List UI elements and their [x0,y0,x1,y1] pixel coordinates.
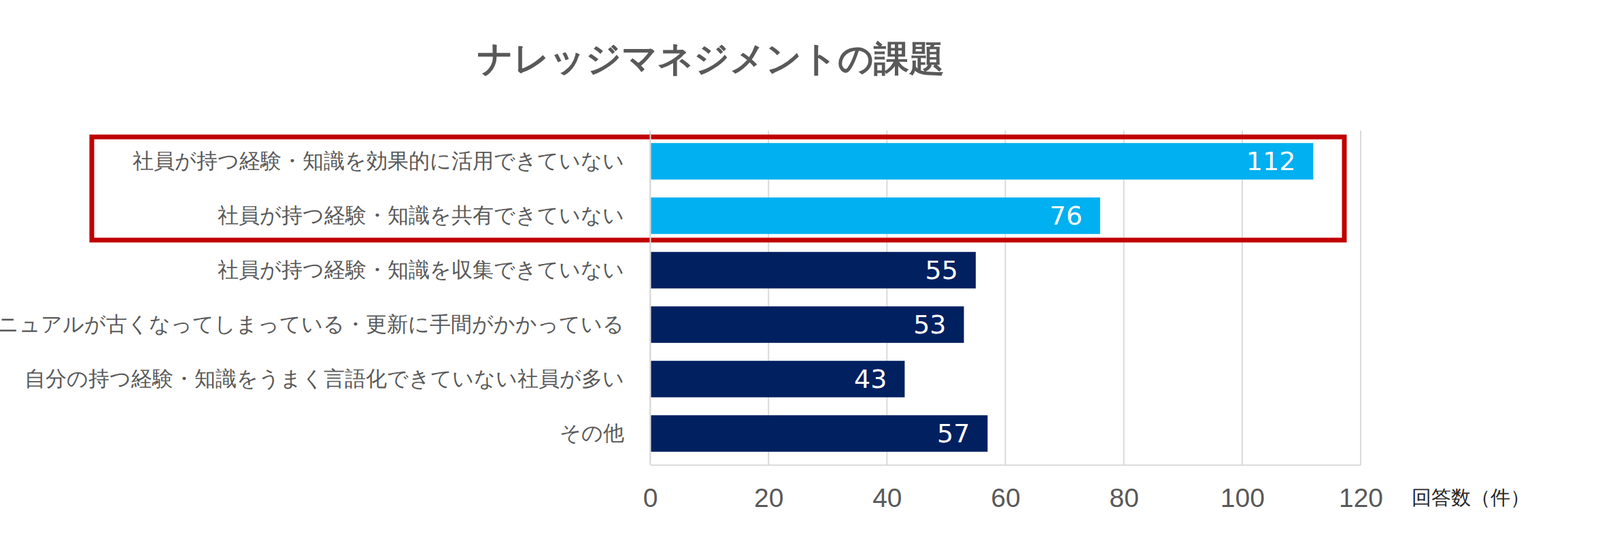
data-label: 76 [1049,200,1082,231]
y-tick: その他 [559,420,651,445]
grid-line [886,130,888,465]
y-tick-label: その他 [559,420,625,445]
x-tick-label: 0 [643,482,659,513]
y-tick-label: 社員が持つ経験・知識を効果的に活用できていない [132,148,625,173]
data-label: 57 [937,418,970,449]
x-tick: 80 [1109,464,1139,513]
grid-line [1241,130,1244,465]
y-axis-line [650,134,652,462]
grid-line [1005,130,1007,465]
bar [650,360,905,398]
x-tick: 120 [1338,464,1384,513]
y-tick: 社員が持つ経験・知識を収集できていない [217,257,651,282]
grid-line [1359,130,1362,465]
grid [650,130,1361,465]
x-tick: 100 [1220,464,1265,513]
y-tick-label: 社員が持つ経験・知識を収集できていない [217,257,625,282]
highlight-box [91,136,1345,241]
x-axis-line [650,464,1362,466]
x-tick-label: 20 [754,482,784,513]
y-tick: 自分の持つ経験・知識をうまく言語化できていない社員が多い [24,366,651,391]
x-axis: 0 20 40 60 80 100 120 [643,464,1384,513]
x-tick-label: 80 [1109,482,1139,513]
grid-line [1123,130,1125,465]
y-tick: 社員が持つ経験・知識を共有できていない [217,203,651,228]
chart: ナレッジマネジメントの課題 112 76 55 53 43 57 社員が持つ経験・知識を効果的… [0,0,1600,556]
data-label: 112 [1246,146,1297,177]
x-tick-label: 100 [1220,482,1265,513]
x-tick-label: 120 [1338,482,1384,513]
x-tick: 60 [990,464,1020,513]
bars [650,142,1314,452]
bar [650,414,988,452]
y-axis: 社員が持つ経験・知識を効果的に活用できていない社員が持つ経験・知識を共有できてい… [0,134,651,462]
bar [650,197,1101,234]
x-tick: 20 [754,464,784,513]
x-tick-label: 60 [990,482,1020,513]
grid-line [649,130,651,465]
data-label: 53 [913,309,946,340]
y-tick: マニュアルが古くなってしまっている・更新に手間がかかっている [0,312,651,336]
bar [650,305,965,343]
data-label: 55 [925,254,959,285]
x-axis-label: 回答数（件） [1411,485,1530,509]
x-tick: 0 [643,464,659,513]
y-tick-label: 社員が持つ経験・知識を共有できていない [217,203,625,228]
title: ナレッジマネジメントの課題 [477,38,945,79]
x-tick: 40 [872,464,902,513]
bar [650,251,976,289]
y-tick-label: 自分の持つ経験・知識をうまく言語化できていない社員が多い [24,366,625,391]
data-label: 43 [854,363,887,394]
y-tick: 社員が持つ経験・知識を効果的に活用できていない [132,148,651,173]
y-tick-label: マニュアルが古くなってしまっている・更新に手間がかかっている [0,312,625,336]
data-labels: 112 76 55 53 43 57 [854,146,1296,449]
grid-line [767,130,770,465]
x-tick-label: 40 [872,482,902,513]
bar [650,142,1314,180]
